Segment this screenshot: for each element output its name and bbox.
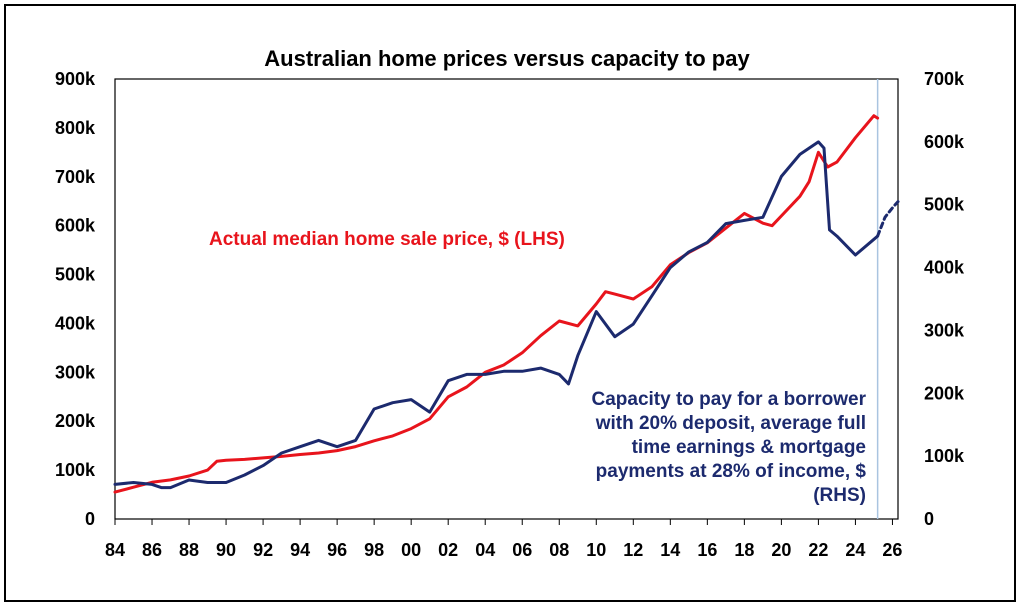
x-tick-label: 86 — [142, 540, 162, 560]
y-left-tick-label: 300k — [55, 362, 96, 382]
capacity-series-label: payments at 28% of income, $ — [596, 461, 867, 482]
x-tick-label: 02 — [438, 540, 458, 560]
y-right-tick-label: 0 — [924, 509, 934, 529]
annotations: Actual median home sale price, $ (LHS) Ca… — [209, 229, 867, 506]
x-tick-label: 00 — [401, 540, 421, 560]
capacity-projection-line — [876, 200, 900, 238]
y-left-tick-label: 700k — [55, 167, 96, 187]
capacity-series-label: (RHS) — [813, 485, 866, 506]
x-tick-label: 06 — [512, 540, 532, 560]
chart-title: Australian home prices versus capacity t… — [264, 46, 750, 71]
plot-area-border — [114, 78, 899, 520]
x-tick-label: 26 — [882, 540, 902, 560]
y-right-tick-label: 600k — [924, 132, 965, 152]
chart-frame — [4, 4, 1016, 602]
x-tick-label: 14 — [660, 540, 680, 560]
y-right-tick-label: 100k — [924, 446, 965, 466]
x-tick-label: 20 — [771, 540, 791, 560]
capacity-series-label: with 20% deposit, average full — [595, 413, 866, 434]
y-right-tick-label: 400k — [924, 258, 965, 278]
y-left-tick-label: 500k — [55, 265, 96, 285]
y-left-tick-label: 800k — [55, 118, 96, 138]
axes: 0 100k 200k 300k 400k 500k 600k 700k 800k 900k 0 10… — [55, 69, 965, 560]
x-tick-label: 98 — [364, 540, 384, 560]
capacity-series-label: Capacity to pay for a borrower — [591, 389, 866, 410]
y-left-tick-label: 0 — [85, 509, 95, 529]
x-tick-label: 94 — [290, 540, 310, 560]
x-tick-label: 22 — [808, 540, 828, 560]
x-tick-label: 84 — [105, 540, 125, 560]
y-left-tick-label: 200k — [55, 411, 96, 431]
y-left-tick-label: 900k — [55, 69, 96, 89]
price-series-label: Actual median home sale price, $ (LHS) — [209, 229, 565, 250]
y-right-tick-label: 300k — [924, 320, 965, 340]
price-series-line — [113, 114, 880, 494]
x-tick-label: 96 — [327, 540, 347, 560]
x-tick-label: 92 — [253, 540, 273, 560]
capacity-series-label: time earnings & mortgage — [632, 437, 866, 458]
capacity-series-line — [113, 140, 880, 490]
y-left-tick-label: 100k — [55, 460, 96, 480]
x-tick-label: 08 — [549, 540, 569, 560]
y-right-tick-label: 500k — [924, 195, 965, 215]
series-lines — [113, 79, 900, 519]
x-tick-label: 24 — [845, 540, 865, 560]
x-tick-label: 10 — [586, 540, 606, 560]
x-tick-label: 16 — [697, 540, 717, 560]
x-tick-label: 18 — [734, 540, 754, 560]
y-right-tick-label: 200k — [924, 383, 965, 403]
x-tick-label: 04 — [475, 540, 495, 560]
y-left-tick-label: 600k — [55, 216, 96, 236]
y-right-tick-label: 700k — [924, 69, 965, 89]
x-tick-label: 12 — [623, 540, 643, 560]
x-tick-label: 88 — [179, 540, 199, 560]
x-tick-label: 90 — [216, 540, 236, 560]
y-left-tick-label: 400k — [55, 313, 96, 333]
